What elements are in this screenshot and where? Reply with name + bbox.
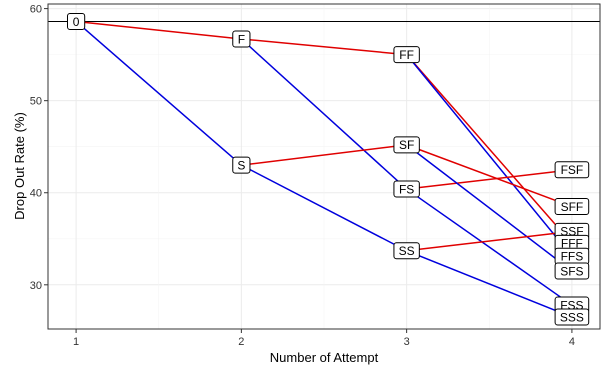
node-f: F: [232, 30, 251, 48]
node-box: [393, 242, 420, 260]
edge-f-to-fs: [240, 38, 408, 190]
node-sf: SF: [393, 136, 420, 154]
node-s: S: [232, 156, 251, 174]
x-tick-label-1: 1: [73, 336, 79, 348]
edge-s-to-sf: [241, 144, 407, 166]
node-label-sff: SFF: [561, 200, 584, 214]
node-fsf: FSF: [554, 161, 590, 179]
y-tick-label-60: 60: [30, 4, 42, 16]
edge-fs-to-fss: [406, 188, 573, 306]
edge-ff-to-fff: [406, 54, 573, 244]
x-tick-label-3: 3: [404, 336, 410, 348]
node-label-f: F: [238, 32, 245, 46]
edge-sf-to-sfs: [406, 144, 573, 272]
node-fff: FFF: [554, 234, 590, 252]
node-box: [393, 136, 420, 154]
x-tick-label-2: 2: [238, 336, 244, 348]
edge-f-to-ff: [241, 38, 407, 56]
node-label-fs: FS: [399, 182, 414, 196]
node-box: [393, 46, 420, 64]
edge-ff-to-ffs: [406, 54, 573, 257]
y-axis-title: Drop Out Rate (%): [12, 112, 27, 220]
y-tick-label-50: 50: [30, 96, 42, 108]
node-box: [66, 12, 86, 30]
edge-ss-to-sss: [406, 250, 573, 318]
edge-sf-to-sff: [406, 144, 573, 208]
node-label-sss: SSS: [560, 310, 584, 324]
node-box: [554, 308, 590, 326]
node-ffs: FFS: [554, 247, 590, 265]
node-fs: FS: [393, 180, 420, 198]
node-label-sf: SF: [399, 138, 414, 152]
node-ff: FF: [393, 46, 420, 64]
edges: [75, 20, 573, 318]
y-axis: 30 40 50 60: [30, 4, 48, 292]
edge-fs-to-fsf: [406, 168, 572, 190]
x-axis-title: Number of Attempt: [270, 350, 379, 365]
x-tick-label-4: 4: [569, 336, 575, 348]
y-tick-label-40: 40: [30, 188, 42, 200]
node-sff: SFF: [554, 198, 590, 216]
edge-s-to-ss: [241, 164, 407, 252]
edge-ss-to-ssf: [406, 230, 572, 252]
node-box: [232, 30, 251, 48]
node-label-fsf: FSF: [561, 163, 584, 177]
edge-0-to-s: [75, 20, 242, 166]
node-label-sfs: SFS: [560, 264, 583, 278]
node-box: [554, 161, 590, 179]
node-label-ff: FF: [399, 48, 414, 62]
y-tick-label-30: 30: [30, 280, 42, 292]
node-box: [554, 198, 590, 216]
node-label-ss: SS: [399, 244, 415, 258]
node-label-fff: FFF: [561, 237, 583, 251]
node-label-0: 0: [73, 15, 80, 29]
node-label-ffs: FFS: [561, 250, 584, 264]
node-box: [232, 156, 251, 174]
node-box: [393, 180, 420, 198]
node-box: [554, 262, 590, 280]
node-label-s: S: [237, 158, 245, 172]
node-sss: SSS: [554, 308, 590, 326]
edge-0-to-f: [76, 20, 242, 40]
x-axis: 1 2 3 4: [73, 329, 575, 348]
node-ss: SS: [393, 242, 420, 260]
node-sfs: SFS: [554, 262, 590, 280]
node-0: 0: [66, 12, 86, 30]
panel-border: [47, 3, 601, 330]
